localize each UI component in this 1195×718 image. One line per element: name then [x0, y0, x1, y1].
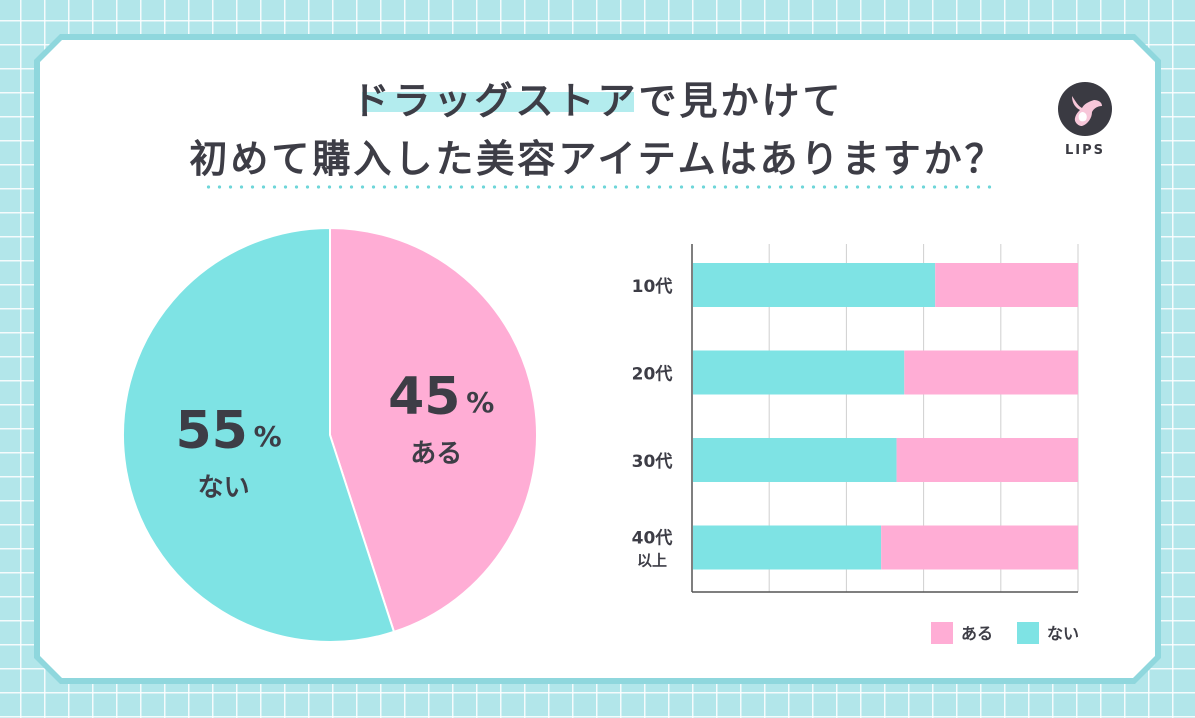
- bar-segment-nai: [693, 438, 897, 482]
- legend-swatch-nai: [1017, 622, 1039, 644]
- bar-segment-aru: [904, 350, 1078, 395]
- legend-label-nai: ない: [1047, 624, 1079, 643]
- bar-segment-nai: [693, 525, 882, 570]
- bar-segment-nai: [693, 350, 905, 395]
- category-label: 40代: [632, 528, 673, 549]
- category-label: 30代: [632, 451, 673, 472]
- lips-logo: [1058, 82, 1112, 136]
- deer-icon: [1072, 96, 1102, 126]
- legend-swatch-aru: [931, 622, 953, 644]
- pie-category-label: ある: [410, 439, 462, 469]
- logo-text: LIPS: [1064, 143, 1105, 158]
- pie-slice-nai: [122, 226, 396, 643]
- bar-segment-aru: [896, 438, 1078, 482]
- legend-label-aru: ある: [961, 624, 993, 643]
- pie-slice-aru: [329, 226, 538, 634]
- bar-segment-nai: [693, 263, 936, 307]
- category-label: 10代: [632, 276, 673, 297]
- pie-value-label: 55: [175, 401, 247, 461]
- pie-value-label: 45: [388, 367, 460, 427]
- category-label-sub: 以上: [637, 552, 667, 570]
- bar-segment-aru: [935, 263, 1078, 307]
- title-line-1: ドラッグストアで見かけて: [351, 79, 844, 123]
- pie-unit-label: %: [466, 386, 494, 419]
- pie-category-label: ない: [198, 473, 250, 503]
- bar-segment-aru: [881, 525, 1078, 570]
- pie-unit-label: %: [254, 420, 282, 453]
- title-highlight: [362, 92, 634, 112]
- dotted-divider: [203, 185, 993, 189]
- title-line-2: 初めて購入した美容アイテムはありますか？: [189, 137, 1006, 181]
- category-label: 20代: [632, 364, 673, 385]
